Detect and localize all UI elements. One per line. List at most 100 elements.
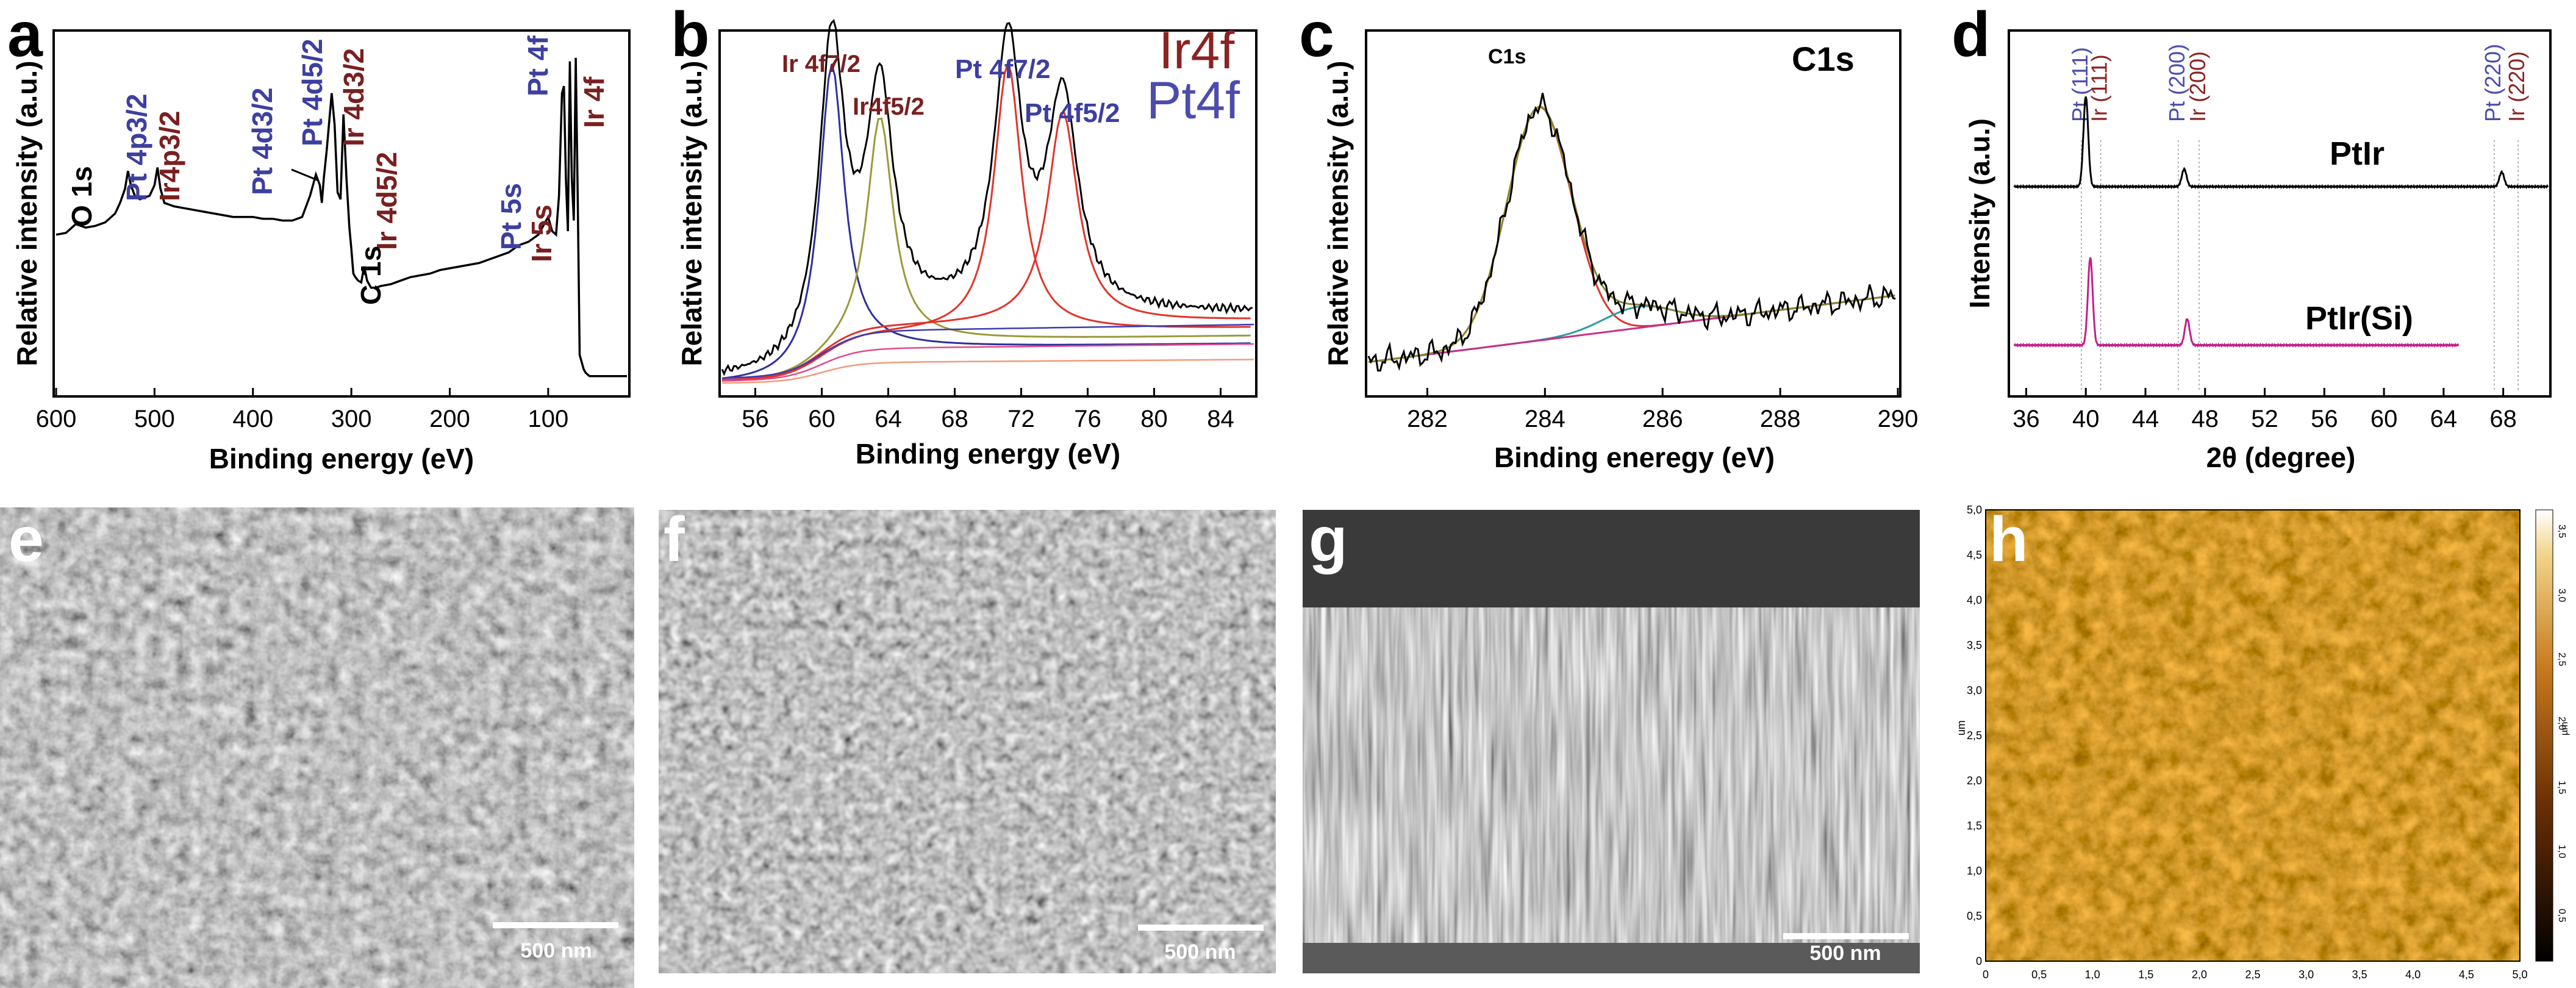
panel-label-a: a <box>7 0 43 70</box>
peak-label-ir4f: Ir 4f <box>578 76 610 128</box>
x-tick-label: 600 <box>36 406 77 432</box>
x-tick-label: 52 <box>2251 406 2278 432</box>
plot-frame <box>1365 29 1902 398</box>
afm-x-tick-label: 0 <box>1983 968 1989 981</box>
x-tick-label: 76 <box>1074 406 1101 432</box>
fitted-components <box>1368 106 1895 363</box>
colorbar-tick-label: 3,0 <box>2556 589 2567 602</box>
measured-spectrum-line <box>721 19 1253 376</box>
colorbar-tick-label: 2,0 <box>2556 717 2567 730</box>
scale-bar <box>1783 933 1909 939</box>
peak-label-pt4f52: Pt 4f5/2 <box>1025 98 1120 128</box>
panel-h-afm-image: h 0 0,5 1,0 1,5 2,0 2,5 3,0 3,5 4,0 4,5 5,0 0 0,5 1,0… <box>1955 504 2570 981</box>
afm-y-tick-label: 0 <box>1976 955 1982 967</box>
x-tick-label: 40 <box>2072 406 2100 432</box>
peak-label-ir4d52: Ir 4d5/2 <box>371 152 402 250</box>
y-axis-label: Intensity (a.u.) <box>1964 118 1995 309</box>
x-tick-label: 84 <box>1207 406 1234 432</box>
colorbar <box>2535 509 2553 962</box>
substrate-layer <box>1303 943 1920 973</box>
x-tick-label: 36 <box>2012 406 2040 432</box>
x-axis-ticks: 36 40 44 48 52 56 60 64 68 <box>2012 388 2517 432</box>
afm-x-tick-label: 4,5 <box>2459 968 2474 981</box>
afm-y-tick-label: 3,0 <box>1967 684 1982 696</box>
colorbar-tick-label: 1,0 <box>2556 845 2567 858</box>
plot-frame <box>52 29 631 398</box>
afm-axis-ticks: 0 0,5 1,0 1,5 2,0 2,5 3,0 3,5 4,0 4,5 5,0 0 0,5 1,0 1,… <box>1967 504 2528 981</box>
x-axis-label: 2θ (degree) <box>2206 442 2356 473</box>
x-tick-label: 56 <box>742 406 769 432</box>
fit-component-4 <box>721 112 1251 381</box>
x-tick-label: 286 <box>1642 406 1683 432</box>
afm-y-unit: um <box>1955 720 1967 736</box>
panel-label-e: e <box>9 504 44 575</box>
y-axis-label: Relative intensity (a.u.) <box>11 60 43 366</box>
peak-label-pt5s: Pt 5s <box>495 183 527 250</box>
measured-spectrum-line <box>1367 93 1896 372</box>
afm-x-tick-label: 2,0 <box>2192 968 2207 981</box>
panel-c-c1s-xps: c 282 284 286 288 290 Binding eneregy (eV) R… <box>1299 0 1918 473</box>
x-tick-label: 44 <box>2132 406 2159 432</box>
fit-component-2 <box>721 117 1251 382</box>
x-tick-label: 290 <box>1878 406 1919 432</box>
panel-label-c: c <box>1299 0 1334 70</box>
x-tick-label: 64 <box>875 406 902 432</box>
x-tick-label: 500 <box>134 406 175 432</box>
colorbar-ticks: 0,5 1,0 1,5 2,0 2,5 3,0 3,5 <box>2556 524 2567 922</box>
x-tick-label: 72 <box>1007 406 1035 432</box>
x-tick-label: 64 <box>2430 406 2458 432</box>
reference-label: Pt (200) <box>2164 44 2189 122</box>
panel-label-g: g <box>1309 504 1348 575</box>
plot-frame <box>718 29 1258 398</box>
x-tick-label: 60 <box>808 406 835 432</box>
afm-y-tick-label: 4,5 <box>1967 549 1982 561</box>
afm-frame <box>1985 509 2521 962</box>
reference-label: Ir (200) <box>2185 51 2210 122</box>
sem-texture <box>0 507 634 988</box>
colorbar-tick-label: 2,5 <box>2556 653 2567 666</box>
legend-pt4f: Pt4f <box>1147 71 1240 130</box>
peak-label-ir5s: Ir 5s <box>526 204 557 262</box>
peak-label-ir4f52: Ir4f5/2 <box>853 93 925 120</box>
series-label-ptir: PtIr <box>2330 135 2385 172</box>
scale-bar-label: 500 nm <box>1164 940 1236 964</box>
afm-x-tick-label: 4,0 <box>2405 968 2420 981</box>
baseline-3 <box>721 359 1254 384</box>
panel-g-sem-cross-section: g 500 nm <box>1303 504 1920 973</box>
x-tick-label: 300 <box>331 406 372 432</box>
x-axis-ticks: 282 284 286 288 290 <box>1407 388 1918 432</box>
afm-y-tick-label: 0,5 <box>1967 910 1982 922</box>
panel-label-b: b <box>671 0 710 70</box>
colorbar-tick-label: 1,5 <box>2556 781 2567 794</box>
peak-label-pt4d52: Pt 4d5/2 <box>296 39 328 146</box>
scale-bar <box>1138 925 1264 931</box>
x-axis-ticks: 56 60 64 68 72 76 80 84 <box>742 388 1234 432</box>
panel-label-f: f <box>664 504 685 575</box>
reference-label: Ir (111) <box>2087 54 2112 122</box>
afm-x-tick-label: 3,0 <box>2299 968 2314 981</box>
y-axis-label: Relative intensity (a.u.) <box>676 60 707 366</box>
afm-x-tick-label: 1,0 <box>2085 968 2100 981</box>
peak-label-c1s: C 1s <box>355 246 387 305</box>
x-tick-label: 56 <box>2311 406 2338 432</box>
afm-x-tick-label: 1,5 <box>2138 968 2153 981</box>
fit-component-1 <box>721 63 1251 379</box>
reference-lines: Pt (111)Ir (111) Pt (200)Ir (200) Pt (220)… <box>2067 44 2529 390</box>
x-tick-label: 284 <box>1525 406 1565 432</box>
peak-label-pt4f72: Pt 4f7/2 <box>955 54 1051 84</box>
x-axis-label: Binding energy (eV) <box>209 443 474 474</box>
peak-label-pt4p32: Pt 4p3/2 <box>121 94 152 201</box>
x-tick-label: 288 <box>1760 406 1801 432</box>
colorbar-unit: µm <box>2560 721 2570 736</box>
panel-f-sem-image: f 500 nm <box>659 504 1276 973</box>
x-tick-label: 68 <box>2489 406 2517 432</box>
legend-ir4f: Ir4f <box>1159 21 1235 80</box>
y-axis-label: Relative intensity (a.u.) <box>1322 60 1354 366</box>
afm-y-tick-label: 1,0 <box>1967 865 1982 877</box>
peak-label-ir4f72: Ir 4f7/2 <box>782 51 860 77</box>
column-texture <box>1303 607 1920 943</box>
panel-title-c1s: C1s <box>1792 40 1855 78</box>
afm-y-tick-label: 4,0 <box>1967 594 1982 606</box>
reference-label: Ir (220) <box>2504 51 2529 122</box>
